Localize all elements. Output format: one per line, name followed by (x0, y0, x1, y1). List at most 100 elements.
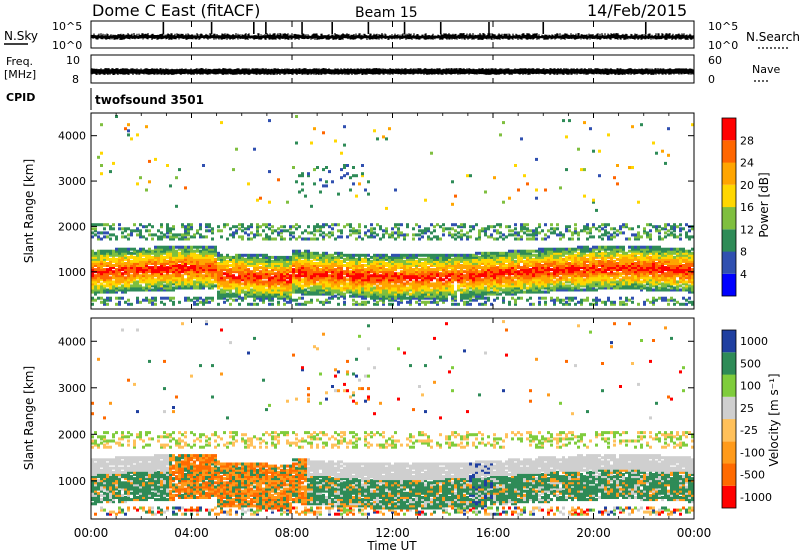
heatmap-cell (451, 272, 454, 276)
heatmap-cell (592, 235, 595, 239)
heatmap-cell (133, 274, 136, 278)
heatmap-cell (139, 268, 142, 272)
heatmap-cell (94, 298, 97, 302)
heatmap-cell (676, 286, 679, 290)
heatmap-cell (439, 257, 442, 261)
heatmap-cell (502, 274, 505, 278)
heatmap-cell (673, 268, 676, 272)
heatmap-cell (532, 237, 535, 241)
heatmap-cell (565, 266, 568, 270)
heatmap-cell (601, 268, 604, 272)
heatmap-cell (553, 298, 556, 302)
heatmap-cell (307, 174, 310, 178)
heatmap-cell (427, 253, 430, 257)
heatmap-cell (385, 278, 388, 282)
heatmap-cell (598, 264, 601, 267)
heatmap-cell (172, 266, 175, 270)
heatmap-cell (301, 262, 304, 265)
heatmap-cell (376, 296, 379, 300)
heatmap-cell (667, 253, 670, 257)
heatmap-cell (97, 237, 100, 241)
heatmap-cell (445, 257, 448, 261)
heatmap-cell (394, 272, 397, 276)
heatmap-cell (484, 262, 487, 265)
heatmap-cell (625, 253, 628, 257)
heatmap-cell (358, 270, 361, 274)
heatmap-cell (388, 257, 391, 261)
heatmap-cell (340, 235, 343, 239)
heatmap-cell (556, 288, 559, 292)
heatmap-cell (505, 290, 508, 294)
heatmap-cell (574, 229, 577, 233)
heatmap-cell (355, 229, 358, 233)
heatmap-cell (673, 249, 676, 253)
heatmap-cell (295, 141, 298, 145)
heatmap-cell (610, 233, 613, 237)
heatmap-cell (367, 280, 370, 284)
heatmap-cell (154, 257, 157, 261)
heatmap-cell (346, 268, 349, 272)
heatmap-cell (454, 257, 457, 261)
heatmap-cell (661, 249, 664, 253)
heatmap-cell (406, 266, 409, 270)
heatmap-cell (430, 282, 433, 286)
heatmap-cell (265, 257, 268, 261)
heatmap-cell (538, 231, 541, 235)
heatmap-cell (586, 223, 589, 227)
heatmap-cell (394, 266, 397, 270)
heatmap-cell (421, 274, 424, 278)
heatmap-cell (613, 300, 616, 304)
heatmap-cell (142, 257, 145, 261)
heatmap-cell (610, 266, 613, 270)
heatmap-cell (289, 274, 292, 278)
heatmap-cell (658, 253, 661, 257)
heatmap-cell (487, 257, 490, 261)
heatmap-cell (673, 262, 676, 265)
heatmap-cell (106, 274, 109, 278)
heatmap-cell (136, 255, 139, 259)
heatmap-cell (361, 264, 364, 267)
heatmap-cell (478, 255, 481, 259)
heatmap-cell (160, 245, 163, 249)
heatmap-cell (205, 280, 208, 284)
heatmap-cell (649, 223, 652, 227)
heatmap-cell (328, 280, 331, 284)
heatmap-cell (319, 288, 322, 292)
heatmap-cell (385, 255, 388, 259)
heatmap-cell (592, 253, 595, 257)
heatmap-cell (475, 288, 478, 292)
heatmap-cell (490, 253, 493, 257)
heatmap-cell (136, 229, 139, 233)
heatmap-cell (145, 125, 148, 129)
heatmap-cell (433, 284, 436, 288)
heatmap-cell (190, 253, 193, 257)
heatmap-cell (112, 272, 115, 276)
heatmap-cell (319, 280, 322, 284)
heatmap-cell (592, 198, 595, 202)
heatmap-cell (544, 302, 547, 306)
heatmap-cell (343, 286, 346, 290)
heatmap-cell (235, 280, 238, 284)
heatmap-cell (598, 249, 601, 253)
nsky-tick-bottom: 10^0 (52, 39, 82, 52)
heatmap-cell (556, 296, 559, 300)
heatmap-cell (511, 233, 514, 237)
heatmap-cell (670, 278, 673, 282)
heatmap-cell (592, 200, 595, 204)
heatmap-cell (139, 235, 142, 239)
heatmap-cell (571, 266, 574, 270)
heatmap-cell (508, 274, 511, 278)
heatmap-cell (475, 272, 478, 276)
heatmap-cell (346, 235, 349, 239)
heatmap-cell (598, 280, 601, 284)
heatmap-cell (205, 262, 208, 265)
heatmap-cell (199, 280, 202, 284)
heatmap-cell (541, 247, 544, 251)
heatmap-cell (394, 294, 397, 298)
heatmap-cell (361, 300, 364, 304)
heatmap-cell (316, 225, 319, 229)
heatmap-cell (409, 294, 412, 298)
heatmap-cell (175, 274, 178, 278)
heatmap-cell (127, 251, 130, 255)
heatmap-cell (532, 235, 535, 239)
